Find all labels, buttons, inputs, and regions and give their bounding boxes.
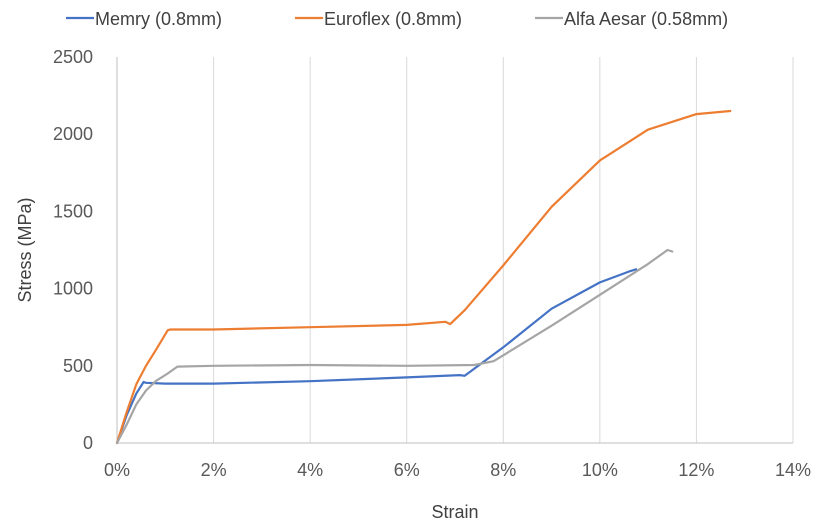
x-tick-label: 10% bbox=[582, 460, 618, 480]
y-tick-label: 500 bbox=[63, 356, 93, 376]
y-tick-label: 0 bbox=[83, 433, 93, 453]
series-line-3 bbox=[115, 248, 674, 445]
series-line-2 bbox=[115, 109, 732, 445]
y-tick-label: 1000 bbox=[53, 279, 93, 299]
legend-label-2: Euroflex (0.8mm) bbox=[324, 9, 462, 29]
x-tick-label: 2% bbox=[201, 460, 227, 480]
y-axis-title: Stress (MPa) bbox=[15, 197, 35, 302]
y-tick-label: 1500 bbox=[53, 201, 93, 221]
x-tick-label: 6% bbox=[394, 460, 420, 480]
x-axis-title: Strain bbox=[431, 502, 478, 522]
series-lines bbox=[115, 109, 732, 445]
x-tick-label: 14% bbox=[775, 460, 811, 480]
y-tick-label: 2000 bbox=[53, 124, 93, 144]
axes bbox=[116, 57, 793, 444]
legend: Memry (0.8mm) Euroflex (0.8mm) Alfa Aesar … bbox=[66, 9, 728, 29]
x-tick-label: 4% bbox=[297, 460, 323, 480]
y-tick-label: 2500 bbox=[53, 47, 93, 67]
x-tick-label: 0% bbox=[104, 460, 130, 480]
legend-label-1: Memry (0.8mm) bbox=[95, 9, 222, 29]
x-tick-label: 8% bbox=[490, 460, 516, 480]
legend-label-3: Alfa Aesar (0.58mm) bbox=[564, 9, 728, 29]
x-tick-label: 12% bbox=[678, 460, 714, 480]
series-line-1 bbox=[115, 268, 638, 445]
tick-labels: 0% 2% 4% 6% 8% 10% 12% 14% 0 500 1000 1500 2000 2500 bbox=[53, 47, 811, 480]
gridlines bbox=[213, 57, 794, 443]
